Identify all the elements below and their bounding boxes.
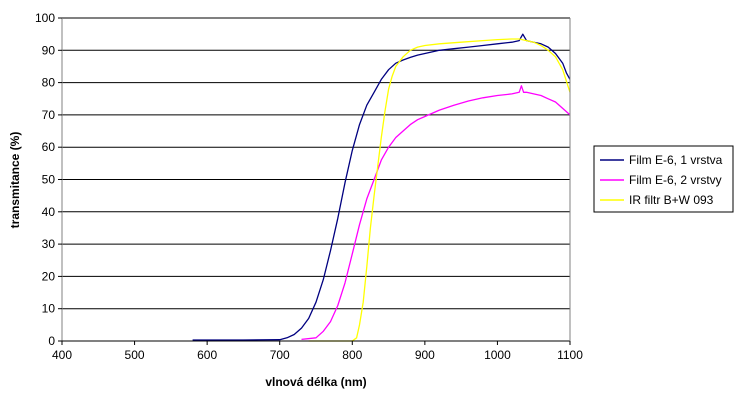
series-line-3 (308, 38, 571, 342)
legend-label-1: Film E-6, 1 vrstva (629, 153, 723, 167)
series-lines (192, 33, 571, 342)
y-tick-label-0: 0 (48, 334, 55, 348)
y-tick-label-40: 40 (42, 205, 56, 219)
x-tick-label-900: 900 (415, 348, 435, 362)
y-tick-label-90: 90 (42, 43, 56, 57)
x-tick-label-400: 400 (52, 348, 72, 362)
x-tick-label-1100: 1100 (557, 348, 583, 362)
x-tick-label-500: 500 (125, 348, 145, 362)
x-axis-title: vlnová délka (nm) (265, 375, 366, 389)
x-tick-label-600: 600 (197, 348, 217, 362)
legend-label-3: IR filtr B+W 093 (629, 193, 714, 207)
tick-labels: 0 10 20 30 40 50 60 70 80 90 100 400 500 600 700 800 900… (35, 11, 583, 362)
y-tick-label-70: 70 (42, 108, 56, 122)
series-line-2 (301, 85, 571, 341)
x-tick-label-800: 800 (342, 348, 362, 362)
y-tick-label-100: 100 (35, 11, 55, 25)
legend: Film E-6, 1 vrstva Film E-6, 2 vrstvy IR f… (593, 145, 734, 213)
x-tick-label-1000: 1000 (484, 348, 511, 362)
legend-label-2: Film E-6, 2 vrstvy (629, 173, 722, 187)
y-tick-label-50: 50 (42, 173, 56, 187)
y-axis-title: transmitance (%) (8, 132, 22, 229)
legend-box (593, 145, 734, 213)
grid-lines (62, 17, 570, 310)
y-tick-label-10: 10 (42, 302, 56, 316)
y-tick-label-80: 80 (42, 76, 56, 90)
y-tick-label-20: 20 (42, 269, 56, 283)
x-tick-label-700: 700 (270, 348, 290, 362)
y-tick-label-30: 30 (42, 237, 56, 251)
y-tick-label-60: 60 (42, 140, 56, 154)
